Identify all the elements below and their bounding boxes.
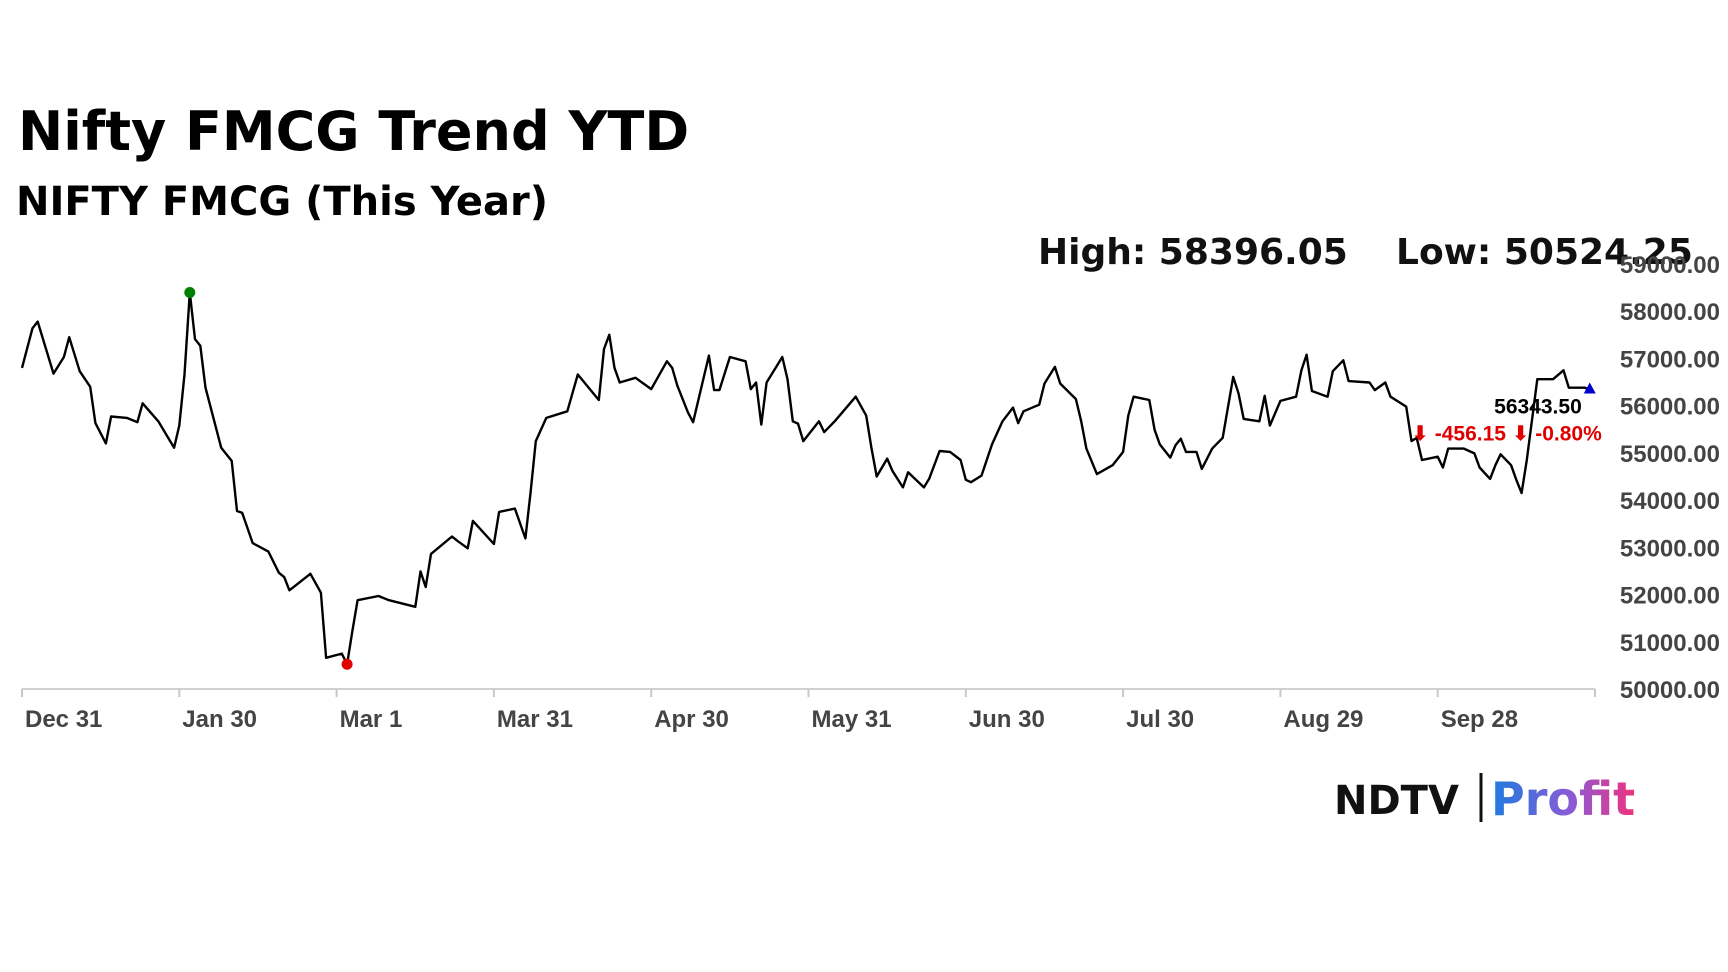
x-tick-label: Apr 30 xyxy=(654,706,729,733)
x-tick-label: Sep 28 xyxy=(1441,706,1518,733)
x-tick-label: Mar 31 xyxy=(497,706,573,733)
x-tick-label: Mar 1 xyxy=(340,706,403,733)
logo-ndtv: NDTV xyxy=(1334,778,1459,824)
y-tick-label: 54000.00 xyxy=(1620,488,1720,515)
y-tick-label: 56000.00 xyxy=(1620,394,1720,421)
y-tick-label: 51000.00 xyxy=(1620,630,1720,657)
x-tick-label: Jan 30 xyxy=(182,706,257,733)
x-tick-label: Jun 30 xyxy=(969,706,1045,733)
high-marker xyxy=(184,287,196,299)
y-tick-label: 57000.00 xyxy=(1620,346,1720,373)
y-tick-label: 50000.00 xyxy=(1620,677,1720,704)
y-tick-label: 53000.00 xyxy=(1620,535,1720,562)
last-marker xyxy=(1583,382,1596,394)
x-tick-label: Aug 29 xyxy=(1283,706,1363,733)
x-tick-label: May 31 xyxy=(812,706,892,733)
y-tick-label: 58000.00 xyxy=(1620,299,1720,326)
chart-title: Nifty FMCG Trend YTD xyxy=(18,100,689,163)
x-tick-label: Dec 31 xyxy=(25,706,102,733)
low-label: Low: 50524.25 xyxy=(1396,232,1693,273)
logo-profit: Profit xyxy=(1491,772,1635,826)
low-marker xyxy=(341,658,353,670)
change-label: ⬇ -456.15 ⬇ -0.80% xyxy=(1411,422,1602,445)
y-tick-label: 55000.00 xyxy=(1620,441,1720,468)
price-line xyxy=(20,291,1591,666)
chart-subtitle: NIFTY FMCG (This Year) xyxy=(16,179,548,225)
x-tick-label: Jul 30 xyxy=(1126,706,1194,733)
high-label: High: 58396.05 xyxy=(1038,232,1348,273)
y-tick-label: 59000.00 xyxy=(1620,252,1720,279)
last-value-label: 56343.50 xyxy=(1494,395,1582,418)
y-tick-label: 52000.00 xyxy=(1620,583,1720,610)
